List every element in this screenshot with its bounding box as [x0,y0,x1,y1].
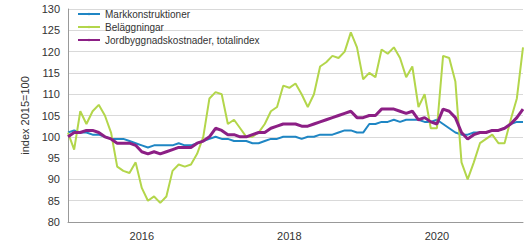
svg-text:90: 90 [48,173,60,185]
svg-text:2018: 2018 [277,230,301,242]
svg-text:130: 130 [42,3,60,15]
svg-text:100: 100 [42,131,60,143]
svg-text:index 2015=100: index 2015=100 [19,76,31,155]
svg-text:125: 125 [42,24,60,36]
svg-text:110: 110 [42,88,60,100]
svg-text:Markkonstruktioner: Markkonstruktioner [105,9,191,20]
svg-text:85: 85 [48,195,60,207]
svg-text:Beläggningar: Beläggningar [105,22,165,33]
svg-text:115: 115 [42,67,60,79]
svg-text:105: 105 [42,110,60,122]
svg-text:Jordbyggnadskostnader, totalin: Jordbyggnadskostnader, totalindex [105,35,260,46]
svg-text:2016: 2016 [130,230,154,242]
svg-text:2020: 2020 [425,230,449,242]
svg-text:80: 80 [48,216,60,228]
svg-text:95: 95 [48,152,60,164]
svg-text:120: 120 [42,46,60,58]
